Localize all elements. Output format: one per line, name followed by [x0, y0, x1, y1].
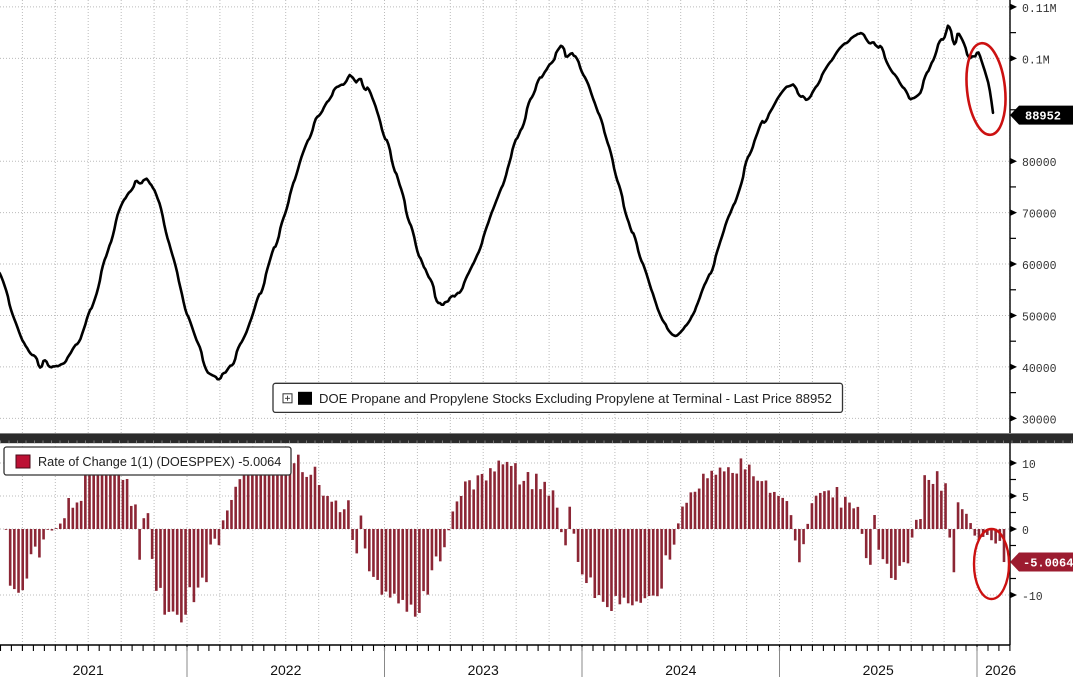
svg-text:Rate of Change 1(1) (DOESPPEX): Rate of Change 1(1) (DOESPPEX) -5.0064 [38, 455, 281, 469]
svg-text:2026: 2026 [985, 662, 1016, 678]
svg-text:-10: -10 [1022, 591, 1043, 604]
svg-text:2024: 2024 [665, 662, 696, 678]
svg-text:-5.0064: -5.0064 [1023, 556, 1073, 570]
svg-text:0: 0 [1022, 525, 1029, 538]
svg-text:2022: 2022 [270, 662, 301, 678]
svg-text:2025: 2025 [863, 662, 894, 678]
svg-text:2023: 2023 [468, 662, 499, 678]
svg-text:2021: 2021 [73, 662, 104, 678]
svg-text:5: 5 [1022, 492, 1029, 505]
svg-text:10: 10 [1022, 459, 1036, 472]
